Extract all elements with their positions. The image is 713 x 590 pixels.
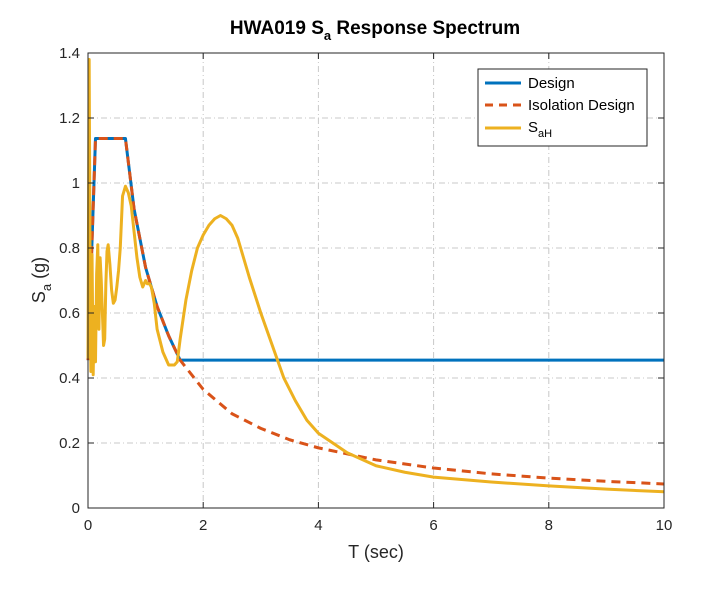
- x-tick-label: 2: [199, 517, 207, 534]
- legend-label-isolation-design: Isolation Design: [528, 97, 635, 114]
- x-axis-label: T (sec): [348, 542, 404, 562]
- y-tick-label: 0.4: [59, 370, 80, 387]
- x-tick-label: 4: [314, 517, 322, 534]
- chart-title-main: HWA019 S: [230, 18, 324, 39]
- y-tick-label: 0: [72, 500, 80, 517]
- y-tick-label: 1.4: [59, 45, 80, 62]
- x-tick-label: 6: [429, 517, 437, 534]
- chart-title: HWA019 Sa Response Spectrum: [230, 18, 520, 43]
- chart-title-subscript: a: [324, 28, 332, 43]
- series-sah-line: [86, 58, 665, 494]
- series-isolation-design-line: [86, 136, 665, 486]
- legend-label-sah: SaH: [528, 119, 552, 140]
- legend-label-sah-subscript: aH: [538, 128, 552, 140]
- y-tick-label: 1.2: [59, 110, 80, 127]
- x-tick-label: 8: [545, 517, 553, 534]
- y-tick-label: 1: [72, 175, 80, 192]
- y-tick-label: 0.2: [59, 435, 80, 452]
- y-tick-label: 0.6: [59, 305, 80, 322]
- chart-title-rest: Response Spectrum: [331, 18, 520, 39]
- plot-frame: [87, 52, 665, 509]
- x-tick-label: 10: [656, 517, 673, 534]
- legend-label-design-text: Design: [528, 75, 575, 92]
- series-layer: [86, 58, 665, 494]
- legend-label-isolation-design-text: Isolation Design: [528, 97, 635, 114]
- y-axis-label-main: S: [29, 291, 49, 303]
- y-axis-label: Sa (g): [29, 257, 54, 303]
- legend-label-sah-main: S: [528, 119, 538, 136]
- tick-layer: 0 2 4 6 8 10 0 0.2 0.4 0.6 0.8 1 1.2 1.4: [59, 45, 672, 534]
- y-axis-label-rest: (g): [29, 257, 49, 284]
- y-axis-label-subscript: a: [39, 283, 54, 291]
- legend: Design Isolation Design SaH: [477, 68, 648, 147]
- legend-label-design: Design: [528, 75, 575, 92]
- x-tick-label: 0: [84, 517, 92, 534]
- y-tick-label: 0.8: [59, 240, 80, 257]
